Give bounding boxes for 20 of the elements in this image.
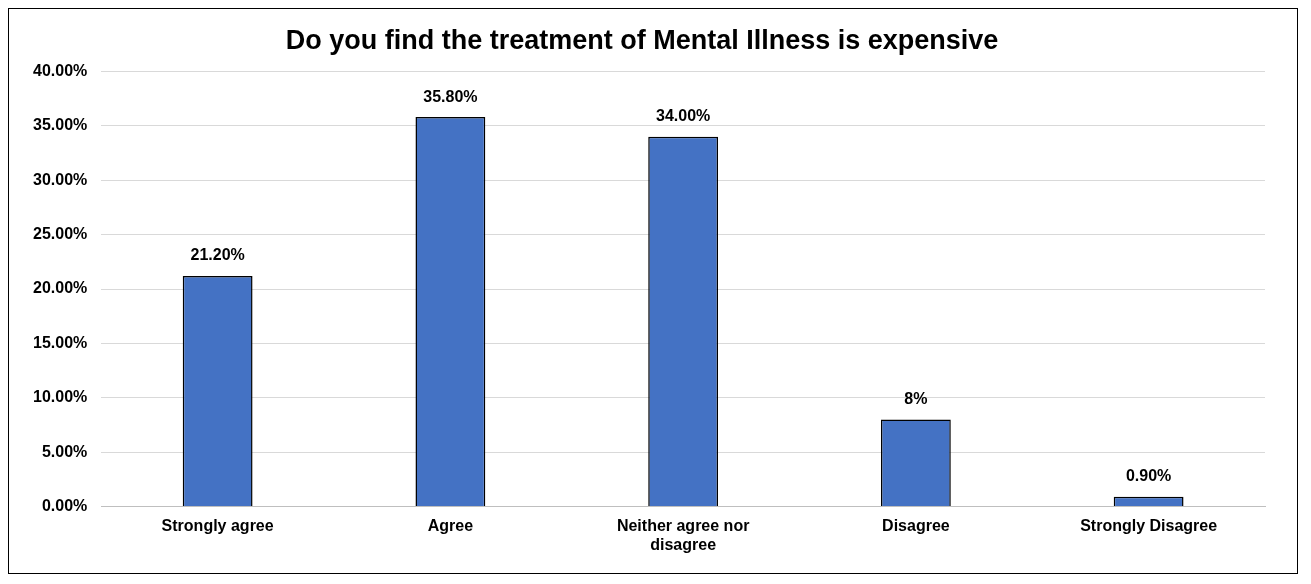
y-tick-label: 35.00%: [33, 116, 88, 134]
x-tick-label: Neither agree nor disagree: [616, 516, 750, 553]
y-tick-label: 25.00%: [33, 225, 88, 243]
x-tick-label: Strongly Disagree: [1080, 516, 1218, 534]
x-tick-label: Strongly agree: [161, 516, 274, 534]
data-label: 34.00%: [656, 107, 711, 125]
y-tick-label: 40.00%: [33, 61, 88, 79]
y-tick-label: 30.00%: [33, 170, 88, 188]
y-tick-label: 5.00%: [41, 442, 88, 460]
data-label: 21.20%: [190, 246, 245, 264]
data-label: 8%: [904, 389, 928, 407]
y-tick-label: 20.00%: [33, 279, 88, 297]
data-label: 35.80%: [423, 87, 478, 105]
y-tick-label: 0.00%: [41, 497, 88, 515]
chart-title: Do you find the treatment of Mental Illness is expensive: [285, 24, 999, 55]
data-label: 0.90%: [1125, 467, 1172, 485]
x-tick-label: Agree: [427, 516, 474, 534]
y-tick-label: 15.00%: [33, 333, 88, 351]
y-tick-label: 10.00%: [33, 388, 88, 406]
x-tick-label: Disagree: [882, 516, 950, 534]
